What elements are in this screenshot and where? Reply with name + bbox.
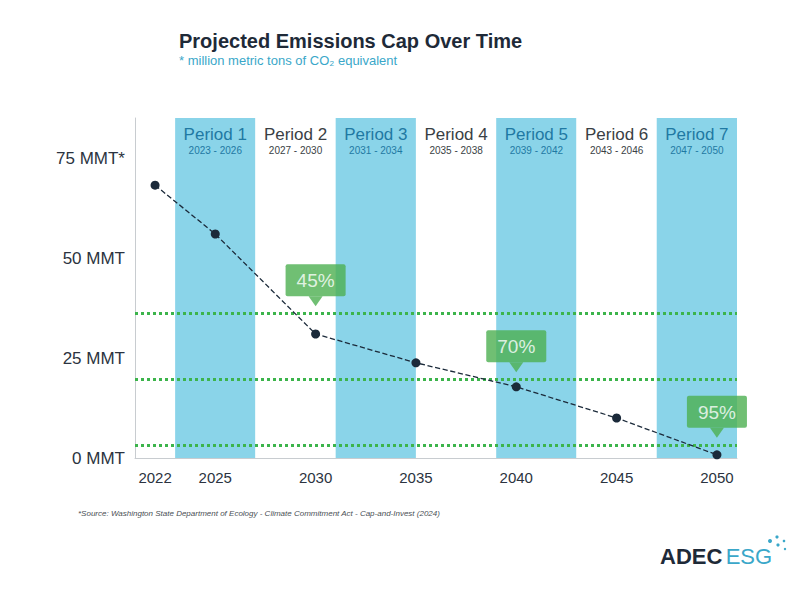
svg-text:Period 7: Period 7 [665, 125, 728, 144]
svg-text:45%: 45% [297, 270, 335, 291]
svg-text:2045: 2045 [600, 469, 633, 486]
svg-text:Period 2: Period 2 [264, 125, 327, 144]
svg-text:ADEC: ADEC [660, 544, 722, 569]
svg-text:2040: 2040 [500, 469, 533, 486]
svg-text:2031 - 2034: 2031 - 2034 [349, 145, 403, 156]
svg-text:2030: 2030 [299, 469, 332, 486]
svg-text:2039 - 2042: 2039 - 2042 [510, 145, 564, 156]
svg-text:2027 - 2030: 2027 - 2030 [269, 145, 323, 156]
svg-text:Period 1: Period 1 [184, 125, 247, 144]
svg-text:70%: 70% [497, 336, 535, 357]
svg-text:* million metric tons of CO₂ e: * million metric tons of CO₂ equivalent [179, 53, 398, 68]
svg-text:*Source: Washington State Depa: *Source: Washington State Department of … [78, 509, 440, 518]
svg-text:2022: 2022 [138, 469, 171, 486]
svg-text:2035 - 2038: 2035 - 2038 [429, 145, 483, 156]
svg-text:50 MMT: 50 MMT [63, 249, 125, 268]
svg-text:2050: 2050 [700, 469, 733, 486]
svg-text:95%: 95% [698, 402, 736, 423]
svg-text:2035: 2035 [399, 469, 432, 486]
svg-text:2023 - 2026: 2023 - 2026 [189, 145, 243, 156]
svg-text:25 MMT: 25 MMT [63, 349, 125, 368]
svg-text:Period 3: Period 3 [344, 125, 407, 144]
svg-text:Period 4: Period 4 [424, 125, 487, 144]
svg-text:2043 - 2046: 2043 - 2046 [590, 145, 644, 156]
svg-text:0 MMT: 0 MMT [72, 449, 125, 468]
svg-text:ESG: ESG [726, 544, 772, 569]
svg-text:Period 5: Period 5 [505, 125, 568, 144]
svg-text:Period 6: Period 6 [585, 125, 648, 144]
svg-text:75 MMT*: 75 MMT* [56, 149, 125, 168]
svg-text:Projected Emissions Cap Over T: Projected Emissions Cap Over Time [179, 30, 522, 52]
svg-text:2047 - 2050: 2047 - 2050 [670, 145, 724, 156]
svg-text:2025: 2025 [199, 469, 232, 486]
